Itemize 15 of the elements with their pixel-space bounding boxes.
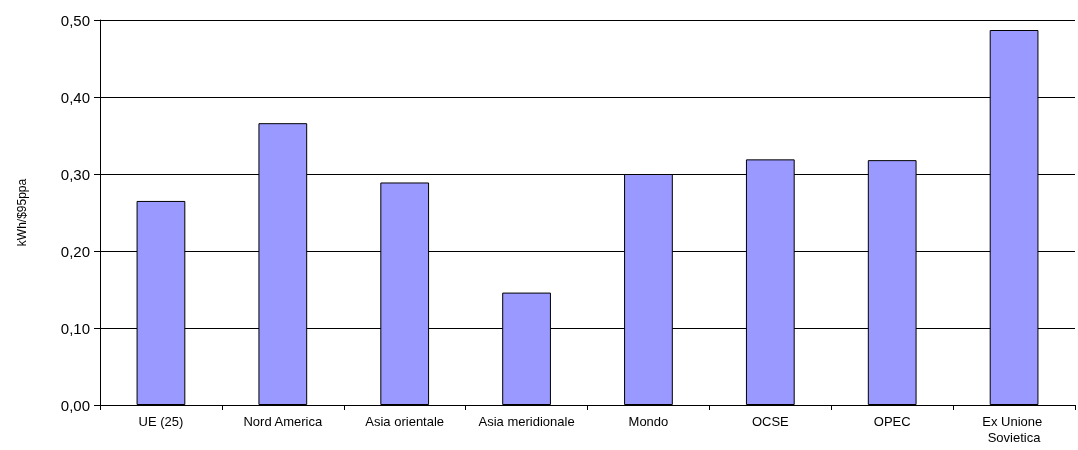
x-tick-label: Asia orientale	[365, 413, 445, 429]
y-axis-title: kWh/$95ppa	[15, 178, 29, 247]
x-tick-label: OCSE	[751, 413, 790, 429]
y-tick-label: 0,00	[60, 396, 90, 414]
x-tick-label: Nord America	[243, 413, 323, 429]
x-tick-label: OPEC	[873, 413, 911, 429]
y-tick-label: 0,20	[60, 242, 90, 260]
x-tick-label: Ex Unione Sovietica	[982, 413, 1046, 445]
x-tick-label: Asia meridionale	[478, 413, 575, 429]
y-tick-label: 0,50	[60, 11, 90, 29]
y-tick-label: 0,10	[60, 319, 90, 337]
y-tick-label: 0,40	[60, 88, 90, 106]
y-tick-label: 0,30	[60, 165, 90, 183]
x-tick-label: UE (25)	[138, 413, 184, 429]
x-tick-label: Mondo	[628, 413, 669, 429]
